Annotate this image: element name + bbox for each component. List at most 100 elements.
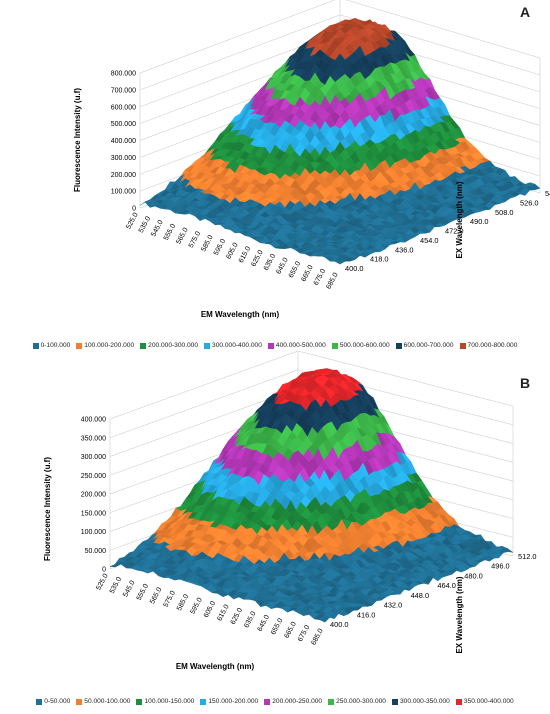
legend-swatch <box>140 342 147 349</box>
legend-item: 300.000-400.000 <box>204 342 262 349</box>
legend-label: 50.000-100.000 <box>84 698 131 705</box>
z-tick-label: 0 <box>132 206 136 213</box>
legend-item: 600.000-700.000 <box>395 342 454 349</box>
legend-item: 50.000-100.000 <box>76 698 130 705</box>
x-tick-label: 525.0 <box>95 573 109 592</box>
legend-label: 100.000-200.000 <box>84 342 135 349</box>
x-tick-label: 635.0 <box>243 610 257 629</box>
legend-swatch <box>200 698 207 705</box>
x-tick-label: 555.0 <box>136 583 150 602</box>
legend-item: 350.000-400.000 <box>455 698 514 705</box>
x-tick-label: 685.0 <box>310 628 324 647</box>
y-tick-label: 454.0 <box>420 236 439 245</box>
z-tick-label: 200.000 <box>81 492 106 499</box>
y-tick-label: 544.0 <box>545 189 550 198</box>
surface <box>109 368 514 623</box>
y-axis-title: EX Wavelength (nm) <box>455 181 464 258</box>
legend-label: 350.000-400.000 <box>463 698 514 705</box>
chart-panel-a: A 0 100.000 200.000 300.000 400.000 500.000 60… <box>32 0 550 349</box>
y-tick-labels: 400.0 418.0 436.0 454.0 472.0 490.0 508.0 526.0… <box>345 189 550 273</box>
legend-swatch <box>264 698 271 705</box>
legend-swatch <box>395 342 402 349</box>
y-tick-label: 416.0 <box>357 610 376 619</box>
x-tick-label: 625.0 <box>250 249 264 268</box>
legend-swatch <box>459 342 466 349</box>
z-tick-label: 500.000 <box>111 121 136 128</box>
legend-label: 300.000-400.000 <box>212 342 262 349</box>
x-axis-title: EM Wavelength (nm) <box>201 310 280 319</box>
legend-label: 400.000-500.000 <box>275 342 326 349</box>
x-tick-label: 535.0 <box>109 576 123 595</box>
legend-swatch <box>76 698 83 705</box>
z-tick-label: 200.000 <box>111 172 136 179</box>
y-tick-label: 480.0 <box>464 571 483 580</box>
legend-label: 200.000-250.000 <box>272 698 323 705</box>
x-tick-label: 605.0 <box>225 242 239 261</box>
z-tick-label: 300.000 <box>111 155 136 162</box>
y-tick-label: 490.0 <box>470 217 489 226</box>
legend-swatch <box>328 698 335 705</box>
x-tick-label: 665.0 <box>283 621 297 640</box>
x-tick-label: 555.0 <box>163 223 177 242</box>
z-tick-label: 250.000 <box>81 473 106 480</box>
z-tick-label: 400.000 <box>81 417 106 424</box>
legend-swatch <box>32 342 39 349</box>
legend-label: 250.000-300.000 <box>336 698 386 705</box>
legend-label: 0-50.000 <box>44 698 71 705</box>
x-tick-label: 545.0 <box>122 579 136 598</box>
z-tick-labels: 0 100.000 200.000 300.000 400.000 500.000 600.… <box>111 71 136 213</box>
x-tick-label: 565.0 <box>175 227 189 246</box>
legend-swatch <box>391 698 398 705</box>
surface-plot-a: 0 100.000 200.000 300.000 400.000 500.000 600.… <box>73 0 550 319</box>
x-tick-label: 605.0 <box>203 600 217 619</box>
panel-label: A <box>520 4 531 20</box>
z-tick-label: 150.000 <box>81 510 106 517</box>
legend-b: 0-50.000 50.000-100.000 100.000-150.000 150… <box>0 698 550 705</box>
legend-label: 200.000-300.000 <box>148 342 199 349</box>
z-axis-title: Fluorescence Intensity (u.f) <box>43 457 52 561</box>
y-tick-label: 526.0 <box>520 198 539 207</box>
z-tick-labels: 0 50.000 100.000 150.000 200.000 250.000 300.0… <box>81 417 106 574</box>
x-tick-label: 575.0 <box>188 230 202 249</box>
legend-label: 300.000-350.000 <box>399 698 450 705</box>
x-tick-label: 665.0 <box>300 264 314 283</box>
x-tick-label: 635.0 <box>263 253 277 272</box>
legend-item: 100.000-200.000 <box>76 342 134 349</box>
legend-label: 150.000-200.000 <box>208 698 259 705</box>
legend-swatch <box>76 342 83 349</box>
x-tick-label: 535.0 <box>138 215 152 234</box>
legend-item: 0-100.000 <box>32 342 70 349</box>
z-tick-label: 300.000 <box>81 454 106 461</box>
legend-item: 200.000-250.000 <box>264 698 322 705</box>
x-tick-label: 585.0 <box>176 593 190 612</box>
z-tick-label: 100.000 <box>111 189 136 196</box>
legend-swatch <box>36 698 43 705</box>
legend-item: 250.000-300.000 <box>328 698 386 705</box>
x-tick-label: 685.0 <box>325 272 339 291</box>
legend-item: 150.000-200.000 <box>200 698 258 705</box>
x-tick-label: 655.0 <box>288 260 302 279</box>
x-axis-title: EM Wavelength (nm) <box>176 662 255 671</box>
y-tick-label: 400.0 <box>345 264 364 273</box>
y-tick-label: 472.0 <box>445 227 464 236</box>
x-tick-label: 595.0 <box>213 238 227 257</box>
y-tick-label: 448.0 <box>411 591 430 600</box>
gridline <box>139 0 541 74</box>
legend-swatch <box>136 698 143 705</box>
chart-panel-b: B 0 50.000 100.000 150.000 200.000 250.000 300… <box>0 350 550 714</box>
y-tick-label: 418.0 <box>370 255 389 264</box>
x-tick-label: 655.0 <box>270 617 284 636</box>
z-tick-label: 350.000 <box>81 435 106 442</box>
legend-item: 200.000-300.000 <box>140 342 198 349</box>
x-tick-label: 645.0 <box>257 614 271 633</box>
legend-item: 0-50.000 <box>36 698 70 705</box>
z-tick-label: 100.000 <box>81 529 106 536</box>
legend-swatch <box>455 698 462 705</box>
x-tick-label: 625.0 <box>230 607 244 626</box>
x-tick-label: 585.0 <box>200 234 214 253</box>
x-tick-label: 675.0 <box>297 624 311 643</box>
legend-item: 100.000-150.000 <box>136 698 194 705</box>
legend-item: 500.000-600.000 <box>331 342 390 349</box>
legend-label: 100.000-150.000 <box>144 698 195 705</box>
surface-cell <box>319 614 331 623</box>
